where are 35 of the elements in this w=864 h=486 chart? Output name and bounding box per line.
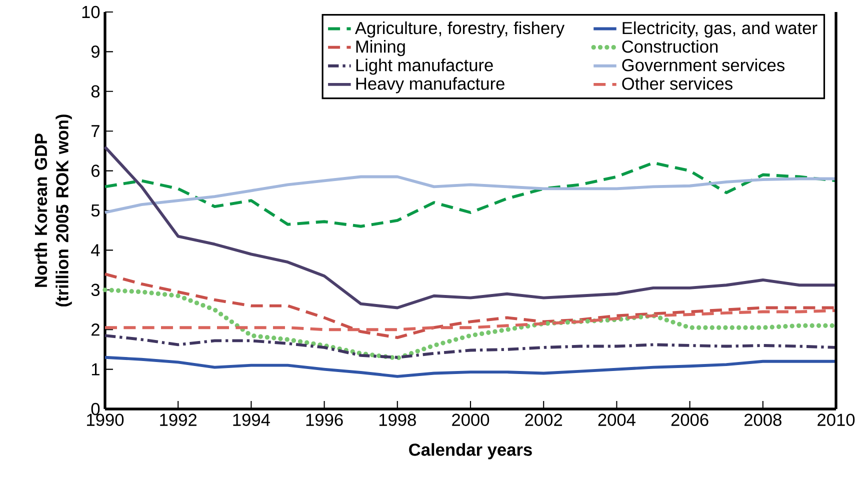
legend-label: Agriculture, forestry, fishery	[354, 21, 565, 38]
x-tick-label: 2000	[452, 414, 490, 426]
y-tick-label: 2	[92, 324, 100, 336]
x-tick-label: 2004	[598, 414, 636, 426]
legend-label: Heavy manufacture	[356, 77, 504, 94]
x-tick-label: 2002	[525, 414, 562, 426]
y-tick-label: 8	[91, 85, 100, 98]
x-tick-label: 1996	[306, 414, 343, 426]
legend-label: Light manufacture	[356, 58, 493, 75]
y-tick-label: 5	[91, 204, 100, 217]
y-tick-label: 6	[92, 164, 100, 177]
x-tick-label: 2008	[744, 414, 782, 426]
y-tick-label: 0	[91, 402, 100, 416]
x-tick-label: 2010	[818, 414, 855, 426]
y-tick-label: 3	[91, 284, 100, 296]
x-tick-label: 1992	[160, 414, 196, 426]
legend-label: Other services	[622, 77, 732, 90]
line-series	[104, 161, 838, 228]
legend-label: Construction	[622, 40, 718, 53]
y-tick-label: 1	[92, 363, 100, 376]
x-tick-label: 1990	[87, 414, 124, 426]
line-series	[104, 146, 838, 310]
y-axis-title: North Korean GDP (trillion 2005 ROK won)	[34, 114, 72, 306]
y-tick-label: 4	[91, 244, 100, 256]
legend-label: Government services	[622, 58, 784, 72]
line-series	[104, 334, 838, 359]
x-tick-label: 1994	[233, 414, 270, 426]
legend-label: Mining	[356, 40, 405, 56]
x-tick-label: 2006	[671, 414, 708, 426]
y-tick-label: 10	[82, 6, 100, 18]
y-tick-label: 7	[92, 125, 100, 138]
x-tick-label: 1998	[379, 414, 416, 426]
x-axis-title: Calendar years	[409, 443, 532, 460]
legend-label: Electricity, gas, and water	[622, 21, 818, 38]
y-tick-label: 9	[91, 46, 100, 58]
